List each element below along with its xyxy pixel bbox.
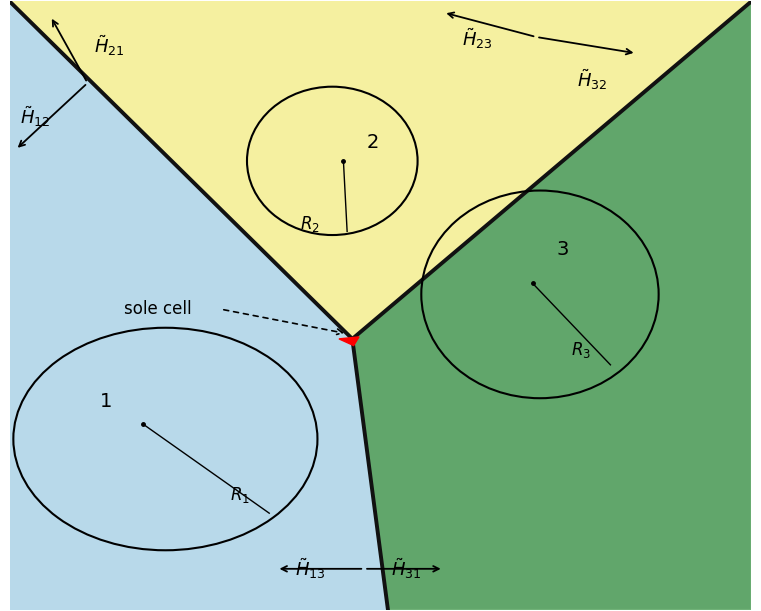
- Text: $\tilde{H}_{12}$: $\tilde{H}_{12}$: [21, 104, 51, 128]
- Text: 1: 1: [100, 392, 112, 411]
- Text: $R_1$: $R_1$: [230, 485, 250, 505]
- Text: $\tilde{H}_{31}$: $\tilde{H}_{31}$: [391, 557, 422, 581]
- Polygon shape: [339, 337, 359, 346]
- Text: $\tilde{H}_{32}$: $\tilde{H}_{32}$: [577, 67, 607, 92]
- Text: $\tilde{H}_{23}$: $\tilde{H}_{23}$: [462, 26, 492, 51]
- Polygon shape: [10, 1, 751, 339]
- Polygon shape: [352, 1, 751, 610]
- Polygon shape: [352, 1, 751, 610]
- Text: 3: 3: [556, 240, 568, 260]
- Polygon shape: [10, 1, 388, 610]
- Text: $\tilde{H}_{21}$: $\tilde{H}_{21}$: [94, 34, 125, 58]
- Text: $R_2$: $R_2$: [300, 214, 320, 234]
- Text: sole cell: sole cell: [124, 300, 192, 318]
- Text: $\tilde{H}_{13}$: $\tilde{H}_{13}$: [295, 557, 326, 581]
- Text: 2: 2: [367, 133, 379, 152]
- Text: $R_3$: $R_3$: [571, 340, 591, 360]
